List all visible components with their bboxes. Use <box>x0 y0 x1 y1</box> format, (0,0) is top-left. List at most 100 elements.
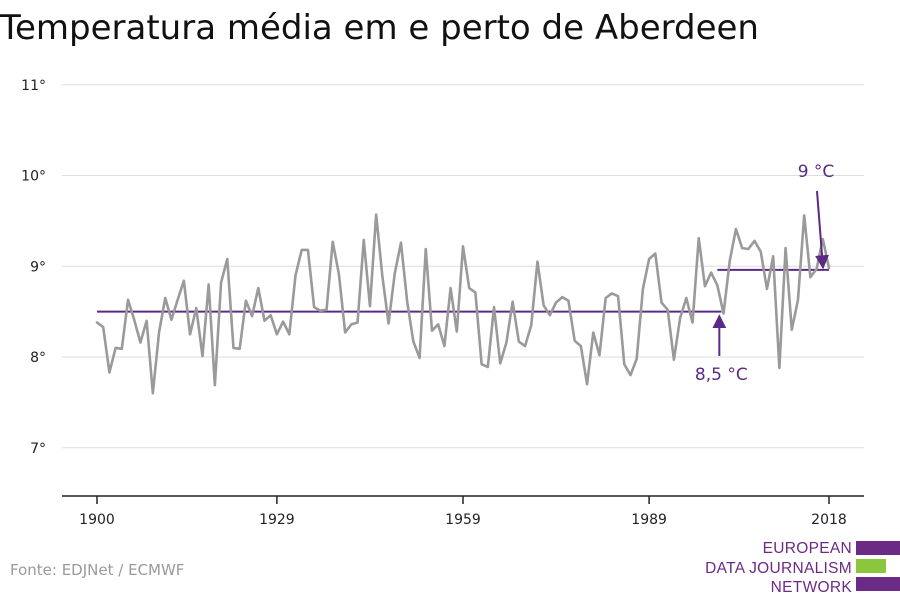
data-point <box>276 333 278 335</box>
data-point <box>332 241 334 243</box>
data-point <box>809 276 811 278</box>
logo-bar-middle <box>856 559 886 573</box>
logo-line-2: DATA JOURNALISM <box>705 559 852 577</box>
data-point <box>189 333 191 335</box>
logo-line-1: EUROPEAN <box>762 540 852 557</box>
data-point <box>735 228 737 230</box>
data-point <box>381 275 383 277</box>
data-point <box>499 362 501 364</box>
annotation-label-9: 9 °C <box>798 162 835 182</box>
data-point <box>133 319 135 321</box>
data-point <box>511 300 513 302</box>
data-point <box>685 297 687 299</box>
series-line-temperature <box>95 213 831 395</box>
data-point <box>704 285 706 287</box>
data-point <box>437 323 439 325</box>
data-point <box>338 273 340 275</box>
data-point <box>406 300 408 302</box>
data-point <box>592 331 594 333</box>
data-point <box>139 341 141 343</box>
data-point <box>598 354 600 356</box>
data-point <box>623 363 625 365</box>
data-point <box>313 306 315 308</box>
data-point <box>629 374 631 376</box>
data-point <box>679 317 681 319</box>
data-point <box>766 288 768 290</box>
data-point <box>412 340 414 342</box>
y-tick-label: 8° <box>30 350 46 366</box>
x-tick-label: 1959 <box>445 512 481 528</box>
data-point <box>102 326 104 328</box>
data-point <box>108 371 110 373</box>
y-tick-label: 9° <box>30 259 46 275</box>
annotation-arrow-9 <box>815 190 829 270</box>
data-point <box>828 267 830 269</box>
data-point <box>263 320 265 322</box>
data-point <box>394 272 396 274</box>
data-point <box>307 249 309 251</box>
data-point <box>114 347 116 349</box>
data-point <box>282 320 284 322</box>
data-point <box>741 247 743 249</box>
data-point <box>791 329 793 331</box>
data-point <box>431 329 433 331</box>
data-point <box>226 258 228 260</box>
data-point <box>375 213 377 215</box>
data-point <box>183 280 185 282</box>
annotations: 8,5 °C 9 °C <box>695 162 834 385</box>
data-point <box>797 299 799 301</box>
data-point <box>127 299 129 301</box>
data-point <box>710 271 712 273</box>
data-point <box>294 274 296 276</box>
data-point <box>356 321 358 323</box>
data-point <box>456 330 458 332</box>
data-point <box>400 241 402 243</box>
data-point <box>164 297 166 299</box>
y-tick-label: 11° <box>21 78 46 94</box>
data-point <box>747 248 749 250</box>
data-point <box>468 287 470 289</box>
data-point <box>753 240 755 242</box>
data-point <box>170 319 172 321</box>
x-tick-label: 1929 <box>259 512 295 528</box>
data-point <box>580 345 582 347</box>
data-point <box>152 392 154 394</box>
data-point <box>251 315 253 317</box>
data-point <box>822 238 824 240</box>
data-point <box>530 324 532 326</box>
data-point <box>648 258 650 260</box>
data-point <box>604 297 606 299</box>
x-tick-label: 1989 <box>631 512 667 528</box>
logo-bar-bottom <box>856 577 900 591</box>
data-point <box>729 260 731 262</box>
data-point <box>176 299 178 301</box>
data-point <box>524 345 526 347</box>
data-point <box>269 314 271 316</box>
data-point <box>425 248 427 250</box>
data-point <box>96 321 98 323</box>
data-point <box>201 355 203 357</box>
data-point <box>145 320 147 322</box>
data-point <box>536 261 538 263</box>
grid-lines <box>62 84 864 449</box>
data-point <box>449 287 451 289</box>
data-point <box>567 300 569 302</box>
data-point <box>778 367 780 369</box>
data-point <box>214 384 216 386</box>
x-tick-label: 1900 <box>79 512 115 528</box>
data-point <box>760 251 762 253</box>
data-point <box>207 283 209 285</box>
x-axis-ticks: 1900 1929 1959 1989 2018 <box>79 496 847 528</box>
data-point <box>561 296 563 298</box>
data-point <box>232 347 234 349</box>
logo-text: EUROPEAN DATA JOURNALISM NETWORK <box>705 539 852 598</box>
data-point <box>474 291 476 293</box>
data-point <box>245 300 247 302</box>
x-tick-label: 2018 <box>811 512 847 528</box>
data-point <box>772 255 774 257</box>
data-point <box>654 252 656 254</box>
annotation-label-8-5: 8,5 °C <box>695 365 748 385</box>
y-tick-label: 7° <box>30 441 46 457</box>
data-point <box>555 301 557 303</box>
